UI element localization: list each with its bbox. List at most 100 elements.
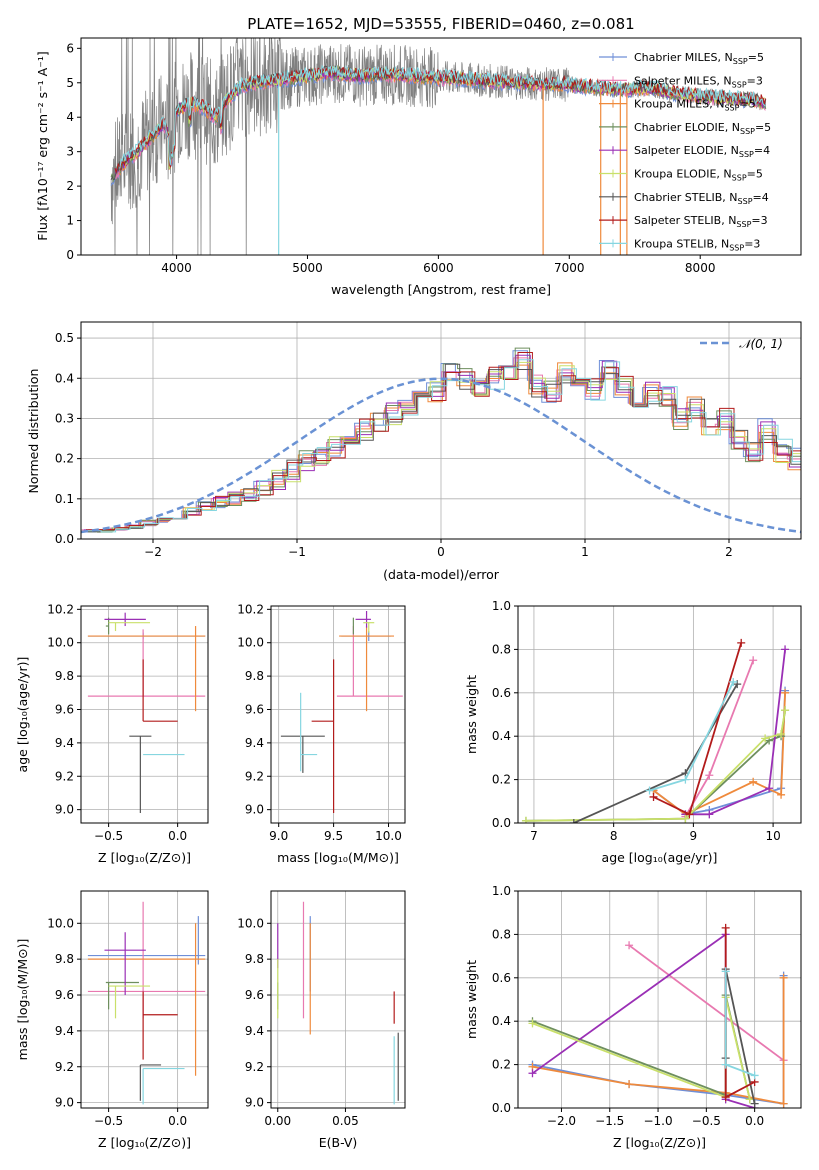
x-tick-label: 7000 bbox=[554, 261, 585, 275]
y-tick-label: 6 bbox=[66, 41, 74, 55]
weight-point-kroupa_miles bbox=[779, 1099, 788, 1108]
y-tick-label: 10.0 bbox=[237, 916, 264, 930]
x-tick-label: 9.5 bbox=[324, 829, 343, 843]
weight-point-kroupa_miles bbox=[625, 1080, 634, 1089]
y-tick-label: 0.4 bbox=[492, 729, 511, 743]
weight-point-kroupa_miles bbox=[781, 688, 790, 697]
x-tick-label: 5000 bbox=[292, 261, 323, 275]
y-tick-label: 9.2 bbox=[55, 1060, 74, 1074]
y-axis-label: age [log₁₀(age/yr)] bbox=[15, 657, 30, 773]
x-axis-label: Z [log₁₀(Z/Z⊙)] bbox=[98, 850, 191, 865]
histogram-chabrier_miles bbox=[81, 350, 801, 533]
weight-point-salpeter_elodie bbox=[765, 784, 774, 793]
weight-point-kroupa_miles bbox=[749, 777, 758, 786]
histogram-chabrier_stelib bbox=[85, 363, 801, 533]
spectrum-panel: PLATE=1652, MJD=53555, FIBERID=0460, z=0… bbox=[35, 15, 802, 297]
x-axis-label: Z [log₁₀(Z/Z⊙)] bbox=[613, 1135, 706, 1150]
weight-point-kroupa_stelib bbox=[645, 786, 654, 795]
weight-point-kroupa_elodie bbox=[781, 706, 790, 715]
weight-point-salpeter_elodie bbox=[528, 1069, 537, 1078]
y-tick-label: 9.6 bbox=[245, 988, 264, 1002]
x-tick-label: 0.05 bbox=[332, 1114, 359, 1128]
spectrum-xlabel: wavelength [Angstrom, rest frame] bbox=[331, 282, 551, 297]
x-tick-label: 0.0 bbox=[745, 1114, 764, 1128]
weight-point-salpeter_miles bbox=[705, 771, 714, 780]
panel-frame bbox=[270, 605, 406, 824]
weight-point-salpeter_miles bbox=[625, 941, 634, 950]
residual-histogram-panel: −2 −1 0 1 2 0.0 0.1 0.2 0.3 0.4 0.5 (data-model)/e… bbox=[26, 321, 802, 582]
y-tick-label: 5 bbox=[66, 76, 74, 90]
x-tick-label: −1.0 bbox=[643, 1114, 672, 1128]
model-spectrum-kroupa_stelib bbox=[119, 64, 766, 169]
weight-point-kroupa_stelib bbox=[721, 967, 730, 976]
y-tick-label: 9.2 bbox=[55, 769, 74, 783]
x-tick-label: 0.00 bbox=[264, 1114, 291, 1128]
y-tick-label: 0.0 bbox=[492, 816, 511, 830]
y-tick-label: 9.6 bbox=[245, 702, 264, 716]
y-tick-label: 0.2 bbox=[492, 773, 511, 787]
gaussian-curve bbox=[81, 377, 801, 534]
y-tick-label: 0.3 bbox=[55, 411, 74, 425]
y-tick-label: 9.6 bbox=[55, 702, 74, 716]
histogram-steps bbox=[81, 347, 801, 534]
y-tick-label: 0.8 bbox=[492, 927, 511, 941]
y-tick-label: 10.0 bbox=[47, 636, 74, 650]
y-tick-label: 10.0 bbox=[47, 916, 74, 930]
y-tick-label: 10.2 bbox=[237, 602, 264, 616]
legend-label-chabrier_elodie: Chabrier ELODIE, NSSP=5 bbox=[634, 121, 771, 136]
x-axis-label: Z [log₁₀(Z/Z⊙)] bbox=[98, 1135, 191, 1150]
y-tick-label: 0.4 bbox=[55, 371, 74, 385]
y-tick-label: 9.0 bbox=[55, 803, 74, 817]
panel-frame bbox=[80, 890, 209, 1109]
spectrum-ylabel: Flux [fλ10⁻¹⁷ erg cm⁻² s⁻¹ A⁻¹] bbox=[35, 51, 50, 240]
x-tick-label: 9.0 bbox=[269, 829, 288, 843]
legend-label-chabrier_stelib: Chabrier STELIB, NSSP=4 bbox=[634, 191, 769, 206]
weight-point-salpeter_stelib bbox=[721, 1093, 730, 1102]
y-tick-label: 9.0 bbox=[245, 803, 264, 817]
panel-frame bbox=[517, 605, 802, 824]
weight-line-salpeter_elodie bbox=[685, 649, 786, 816]
x-axis-label: age [log₁₀(age/yr)] bbox=[602, 850, 718, 865]
y-tick-label: 9.2 bbox=[245, 769, 264, 783]
weight-point-chabrier_stelib bbox=[750, 1099, 759, 1108]
weight-point-kroupa_elodie bbox=[528, 1019, 537, 1028]
weight-point-kroupa_stelib bbox=[721, 1060, 730, 1069]
histogram-xlabel: (data-model)/error bbox=[383, 567, 500, 582]
histogram-legend: 𝒩(0, 1) bbox=[700, 337, 783, 351]
y-tick-label: 0.0 bbox=[55, 532, 74, 546]
mass-vs-extinction-panel: 0.00 0.05 9.0 9.2 9.4 9.6 9.8 10.0 E(B-V) bbox=[237, 890, 406, 1150]
spectrum-ticks: 4000 5000 6000 7000 8000 0 1 2 3 4 5 6 bbox=[66, 41, 715, 275]
model-spectrum-chabrier_stelib bbox=[110, 64, 767, 181]
weight-point-kroupa_elodie bbox=[777, 730, 786, 739]
gaussian-legend-label: 𝒩(0, 1) bbox=[739, 337, 783, 351]
weight-point-kroupa_miles bbox=[777, 790, 786, 799]
y-tick-label: 9.6 bbox=[55, 988, 74, 1002]
panel-frame bbox=[80, 605, 209, 824]
panel-frame bbox=[517, 890, 802, 1109]
legend-label-kroupa_stelib: Kroupa STELIB, NSSP=3 bbox=[634, 237, 760, 252]
histogram-plot-area bbox=[81, 322, 801, 539]
y-tick-label: 9.4 bbox=[245, 736, 264, 750]
x-tick-label: 7 bbox=[530, 829, 538, 843]
legend-label-kroupa_elodie: Kroupa ELODIE, NSSP=5 bbox=[634, 168, 763, 183]
x-tick-label: 2 bbox=[725, 545, 733, 559]
weight-point-chabrier_stelib bbox=[569, 819, 578, 823]
x-axis-label: E(B-V) bbox=[319, 1135, 358, 1150]
y-tick-label: 2 bbox=[66, 179, 74, 193]
plot-marks bbox=[528, 923, 788, 1108]
weight-point-kroupa_elodie bbox=[681, 814, 690, 823]
x-tick-label: 10 bbox=[765, 829, 780, 843]
x-tick-label: 0.0 bbox=[168, 1114, 187, 1128]
weight-point-kroupa_stelib bbox=[729, 677, 738, 686]
weight-point-salpeter_stelib bbox=[737, 638, 746, 647]
histogram-kroupa_miles bbox=[82, 362, 801, 532]
y-axis-label: mass [log₁₀(M/M⊙)] bbox=[15, 939, 30, 1061]
model-spectrum-salpeter_stelib bbox=[114, 65, 766, 174]
y-tick-label: 1 bbox=[66, 214, 74, 228]
y-tick-label: 9.4 bbox=[245, 1024, 264, 1038]
x-tick-label: 8000 bbox=[685, 261, 716, 275]
y-tick-label: 0.2 bbox=[55, 452, 74, 466]
legend-label-salpeter_elodie: Salpeter ELODIE, NSSP=4 bbox=[634, 144, 770, 159]
weight-point-kroupa_elodie bbox=[745, 1095, 754, 1104]
